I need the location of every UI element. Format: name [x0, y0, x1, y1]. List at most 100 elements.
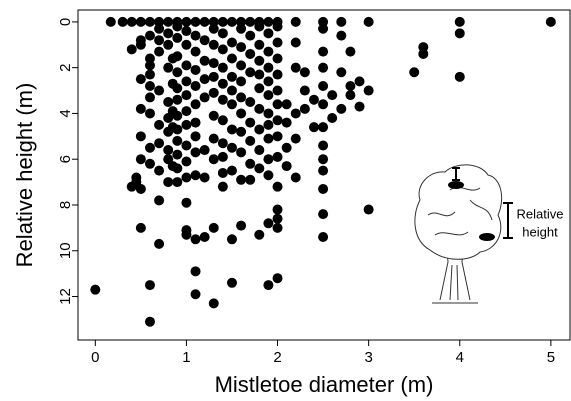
point: [172, 135, 183, 146]
y-tick-label: 2: [57, 63, 74, 71]
point: [154, 46, 165, 57]
point: [263, 108, 274, 119]
point: [318, 165, 329, 176]
point: [236, 220, 247, 231]
point: [263, 170, 274, 181]
point: [190, 234, 201, 245]
point: [236, 60, 247, 71]
y-tick-label: 6: [57, 155, 74, 163]
point: [163, 16, 174, 27]
point: [263, 76, 274, 87]
point: [181, 39, 192, 50]
point: [172, 67, 183, 78]
point: [354, 101, 365, 112]
point: [172, 110, 183, 121]
point: [263, 154, 274, 165]
point: [272, 21, 283, 32]
point: [199, 92, 210, 103]
point: [236, 16, 247, 27]
point: [318, 99, 329, 110]
point: [172, 51, 183, 62]
point: [144, 80, 155, 91]
point: [181, 60, 192, 71]
point: [217, 62, 228, 73]
point: [236, 42, 247, 53]
point: [345, 90, 356, 101]
point: [172, 177, 183, 188]
point: [299, 85, 310, 96]
point: [144, 16, 155, 27]
point: [154, 23, 165, 34]
point: [272, 181, 283, 192]
point: [226, 85, 237, 96]
point: [327, 90, 338, 101]
point: [290, 37, 301, 48]
point: [281, 99, 292, 110]
point: [144, 60, 155, 71]
point: [272, 204, 283, 215]
point: [190, 80, 201, 91]
x-tick-label: 2: [273, 349, 281, 366]
point: [208, 16, 219, 27]
x-tick-label: 5: [547, 349, 555, 366]
point: [336, 16, 347, 27]
point: [208, 87, 219, 98]
point: [190, 266, 201, 277]
point: [290, 108, 301, 119]
point: [172, 21, 183, 32]
point: [418, 42, 429, 53]
plot-frame: [77, 9, 571, 341]
point: [454, 71, 465, 82]
point: [190, 99, 201, 110]
point: [254, 229, 265, 240]
x-tick-label: 0: [91, 349, 99, 366]
point: [199, 232, 210, 243]
point: [208, 222, 219, 233]
point: [236, 108, 247, 119]
point: [418, 48, 429, 59]
point: [181, 90, 192, 101]
point: [345, 80, 356, 91]
annotation: Relative: [517, 206, 564, 221]
point: [163, 28, 174, 39]
point: [318, 62, 329, 73]
point: [245, 158, 256, 169]
point: [154, 35, 165, 46]
point: [254, 103, 265, 114]
point: [245, 96, 256, 107]
point: [163, 96, 174, 107]
point: [208, 23, 219, 34]
point: [272, 37, 283, 48]
point: [144, 142, 155, 153]
point: [208, 39, 219, 50]
point: [409, 67, 420, 78]
annotation: height: [522, 224, 558, 239]
point: [190, 147, 201, 158]
point: [154, 195, 165, 206]
point: [272, 131, 283, 142]
point: [226, 71, 237, 82]
point: [135, 103, 146, 114]
point: [290, 172, 301, 183]
point: [163, 62, 174, 73]
point: [318, 232, 329, 243]
point: [144, 108, 155, 119]
point: [190, 46, 201, 57]
point: [217, 151, 228, 162]
point: [208, 110, 219, 121]
point: [263, 90, 274, 101]
x-tick-label: 1: [182, 349, 190, 366]
point: [254, 145, 265, 156]
y-tick-label: 8: [57, 201, 74, 209]
point: [199, 16, 210, 27]
point: [318, 140, 329, 151]
y-tick-label: 10: [57, 242, 74, 259]
point: [336, 67, 347, 78]
point: [308, 122, 319, 133]
point: [181, 106, 192, 117]
point: [135, 222, 146, 233]
point: [318, 154, 329, 165]
point: [545, 16, 556, 27]
point: [217, 181, 228, 192]
